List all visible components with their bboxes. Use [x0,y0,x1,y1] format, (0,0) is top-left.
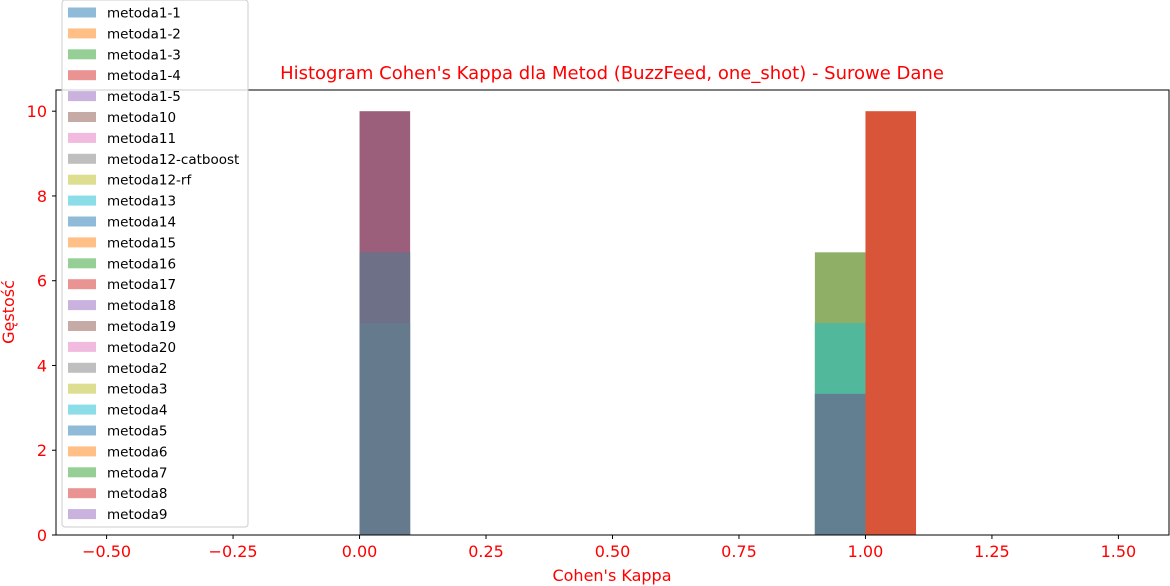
x-tick-label: 0.75 [721,542,757,561]
bars-group [359,111,917,536]
x-tick-label: 1.25 [974,542,1010,561]
chart-title: Histogram Cohen's Kappa dla Metod (BuzzF… [280,63,944,84]
legend-swatch [68,258,96,269]
legend-swatch [68,488,96,499]
legend-label: metoda1-5 [107,89,181,105]
legend-swatch [68,300,96,311]
histogram-bar [814,393,866,535]
histogram-bar [865,111,917,535]
legend-swatch [68,341,96,352]
legend-label: metoda12-rf [107,173,192,189]
legend-swatch [68,321,96,331]
y-tick-label: 4 [37,356,47,375]
legend-label: metoda20 [107,340,176,356]
y-tick-label: 8 [37,187,47,206]
legend-label: metoda7 [107,465,167,481]
legend-swatch [68,195,96,206]
legend-swatch [68,237,96,248]
legend-label: metoda11 [107,131,176,147]
legend-swatch [68,467,96,478]
legend-swatch [68,7,96,18]
legend-label: metoda12-catboost [107,152,239,168]
legend-swatch [68,362,96,373]
x-tick-label: 0.25 [468,542,504,561]
legend-label: metoda15 [107,235,176,251]
legend-label: metoda17 [107,277,176,293]
legend-swatch [68,404,96,415]
y-tick-label: 2 [37,441,47,460]
legend-swatch [68,132,96,143]
legend-label: metoda19 [107,319,176,335]
x-axis-ticks: −0.50 −0.25 0.00 0.25 0.50 0.75 1.00 1.25 1.50 [82,535,1136,561]
x-tick-label: −0.50 [82,542,131,561]
legend-label: metoda1-1 [107,6,181,22]
legend-swatch [68,446,96,457]
legend-label: metoda5 [107,424,167,440]
legend: metoda1-1 metoda1-2 metoda1-3 metoda1-4 meto… [61,0,249,528]
legend-swatch [68,509,96,520]
y-tick-label: 6 [37,272,47,291]
legend-label: metoda6 [107,444,167,460]
legend-box [61,0,249,528]
legend-label: metoda2 [107,361,167,377]
legend-label: metoda13 [107,194,176,210]
y-axis-label: Gęstość [0,280,18,344]
x-tick-label: 0.00 [342,542,378,561]
x-tick-label: 1.00 [848,542,884,561]
legend-swatch [68,70,96,81]
legend-label: metoda8 [107,486,167,502]
legend-label: metoda1-4 [107,68,181,84]
legend-label: metoda14 [107,215,176,231]
legend-swatch [68,174,96,185]
legend-swatch [68,112,96,122]
x-tick-label: 1.50 [1101,542,1137,561]
y-axis-ticks: 0 2 4 6 8 10 [27,102,56,545]
legend-swatch [68,91,96,102]
legend-swatch [68,49,96,60]
legend-swatch [68,425,96,436]
legend-label: metoda4 [107,403,167,419]
y-tick-label: 0 [37,526,47,545]
legend-swatch [68,216,96,227]
legend-swatch [68,279,96,290]
legend-swatch [68,383,96,394]
x-tick-label: −0.25 [209,542,258,561]
legend-swatch [68,28,96,39]
x-tick-label: 0.50 [595,542,631,561]
legend-swatch [68,153,96,164]
legend-label: metoda1-3 [107,47,181,63]
legend-label: metoda9 [107,507,167,523]
y-tick-label: 10 [27,102,47,121]
legend-label: metoda1-2 [107,26,181,42]
x-axis-label: Cohen's Kappa [552,566,671,585]
histogram-bar [359,323,411,535]
legend-label: metoda10 [107,110,176,126]
legend-label: metoda16 [107,256,176,272]
legend-items: metoda1-1 metoda1-2 metoda1-3 metoda1-4 meto… [68,6,239,523]
legend-label: metoda18 [107,298,176,314]
legend-label: metoda3 [107,382,167,398]
